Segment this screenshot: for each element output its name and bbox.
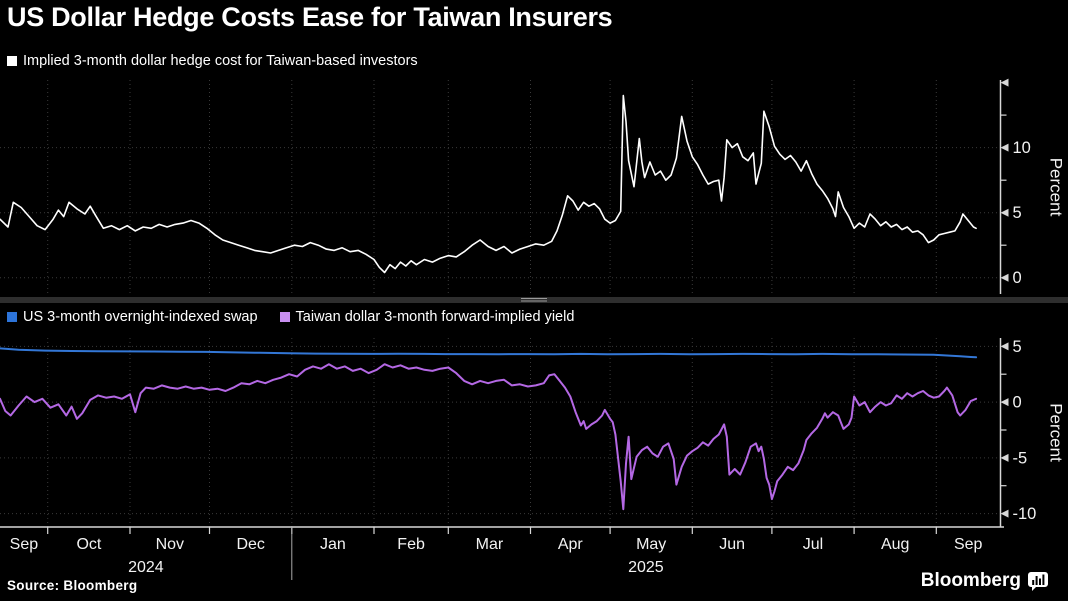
top-panel-chart: 0 5 10 Percent: [0, 78, 1066, 294]
x-year-label: 2025: [628, 559, 664, 576]
y-axis-title: Percent: [1047, 403, 1066, 462]
x-month-label: Dec: [236, 536, 264, 553]
x-month-label: Apr: [558, 536, 584, 553]
x-month-label: Nov: [156, 536, 184, 553]
x-month-label: Aug: [881, 536, 909, 553]
y-tick-label: 0: [1013, 394, 1022, 412]
bloomberg-logo-text: Bloomberg: [920, 570, 1021, 591]
y-axis-title: Percent: [1047, 158, 1066, 217]
x-month-label: Jul: [803, 536, 823, 553]
x-month-label: Sep: [954, 536, 983, 553]
hedge-cost-line: [0, 94, 977, 274]
gridlines: [0, 338, 1000, 527]
bottom-panel-chart: 5 0 -5 -10 Percent: [0, 338, 1066, 527]
x-month-label: Oct: [76, 536, 101, 553]
x-month-label: Jan: [320, 536, 346, 553]
us-ois-legend-label: US 3-month overnight-indexed swap: [23, 309, 258, 325]
hedge-cost-legend-label: Implied 3-month dollar hedge cost for Ta…: [23, 53, 418, 69]
legend-item-us-ois: US 3-month overnight-indexed swap: [7, 309, 258, 325]
twd-forward-yield-legend-swatch: [279, 312, 290, 322]
x-month-label: May: [636, 536, 666, 553]
legend-item-twd-forward-yield: Taiwan dollar 3-month forward-implied yi…: [279, 309, 575, 325]
bloomberg-chart-bubble-icon: [1028, 571, 1048, 591]
x-axis: Sep Oct Nov Dec Jan Feb Mar Apr May Jun Jul Aug Sep 2…: [0, 526, 1004, 580]
us-ois-line: [0, 347, 978, 359]
us-ois-legend-swatch: [7, 312, 17, 322]
x-year-label: 2024: [128, 559, 164, 576]
y-axis: 5 0 -5 -10: [999, 338, 1037, 527]
divider-handle[interactable]: [521, 297, 547, 303]
y-tick-label: 0: [1013, 269, 1022, 287]
y-tick-label: -5: [1013, 449, 1028, 467]
y-tick-label: 10: [1013, 139, 1031, 157]
top-panel-legend: Implied 3-month dollar hedge cost for Ta…: [7, 53, 418, 69]
gridlines: [0, 80, 1000, 294]
twd-forward-yield-legend-label: Taiwan dollar 3-month forward-implied yi…: [295, 309, 575, 325]
source-label: Source: Bloomberg: [7, 578, 138, 593]
bottom-panel-legend: US 3-month overnight-indexed swap Taiwan…: [7, 309, 574, 325]
panel-divider[interactable]: [0, 297, 1068, 303]
y-axis: 0 5 10: [999, 78, 1031, 294]
x-month-label: Mar: [476, 536, 504, 553]
legend-item-hedge-cost: Implied 3-month dollar hedge cost for Ta…: [7, 53, 418, 69]
y-tick-label: 5: [1013, 204, 1022, 222]
y-tick-label: -10: [1013, 505, 1037, 523]
x-month-label: Feb: [397, 536, 425, 553]
bloomberg-logo: Bloomberg: [921, 570, 1048, 592]
x-month-label: Jun: [719, 536, 745, 553]
chart-title: US Dollar Hedge Costs Ease for Taiwan In…: [7, 2, 613, 32]
x-month-label: Sep: [10, 536, 39, 553]
twd-forward-yield-line: [0, 363, 978, 511]
y-tick-label: 5: [1013, 338, 1022, 356]
hedge-cost-legend-swatch: [7, 56, 17, 66]
